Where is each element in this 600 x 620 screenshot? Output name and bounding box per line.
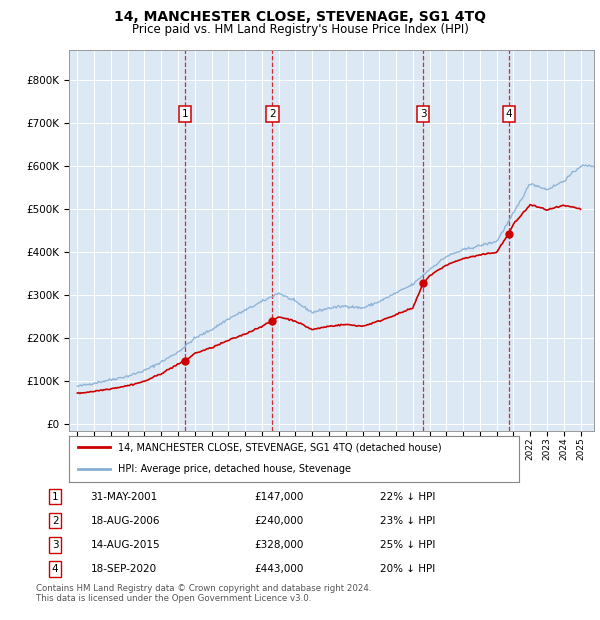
Text: £240,000: £240,000 (254, 516, 304, 526)
Text: 18-SEP-2020: 18-SEP-2020 (91, 564, 157, 574)
Text: 1: 1 (182, 109, 188, 119)
Text: £328,000: £328,000 (254, 540, 304, 550)
Text: 4: 4 (505, 109, 512, 119)
Text: 2: 2 (269, 109, 276, 119)
Text: £443,000: £443,000 (254, 564, 304, 574)
Text: Contains HM Land Registry data © Crown copyright and database right 2024.
This d: Contains HM Land Registry data © Crown c… (36, 584, 371, 603)
Text: 31-MAY-2001: 31-MAY-2001 (91, 492, 158, 502)
Text: 25% ↓ HPI: 25% ↓ HPI (380, 540, 436, 550)
Text: 20% ↓ HPI: 20% ↓ HPI (380, 564, 435, 574)
Text: HPI: Average price, detached house, Stevenage: HPI: Average price, detached house, Stev… (119, 464, 352, 474)
Text: 14-AUG-2015: 14-AUG-2015 (91, 540, 160, 550)
Text: 3: 3 (420, 109, 427, 119)
Text: 3: 3 (52, 540, 58, 550)
Text: 14, MANCHESTER CLOSE, STEVENAGE, SG1 4TQ (detached house): 14, MANCHESTER CLOSE, STEVENAGE, SG1 4TQ… (119, 443, 442, 453)
Text: Price paid vs. HM Land Registry's House Price Index (HPI): Price paid vs. HM Land Registry's House … (131, 23, 469, 36)
Text: 22% ↓ HPI: 22% ↓ HPI (380, 492, 436, 502)
Text: 1: 1 (52, 492, 58, 502)
Text: 2: 2 (52, 516, 58, 526)
Text: 18-AUG-2006: 18-AUG-2006 (91, 516, 160, 526)
Text: 23% ↓ HPI: 23% ↓ HPI (380, 516, 436, 526)
Text: 14, MANCHESTER CLOSE, STEVENAGE, SG1 4TQ: 14, MANCHESTER CLOSE, STEVENAGE, SG1 4TQ (114, 10, 486, 24)
Text: 4: 4 (52, 564, 58, 574)
Text: £147,000: £147,000 (254, 492, 304, 502)
